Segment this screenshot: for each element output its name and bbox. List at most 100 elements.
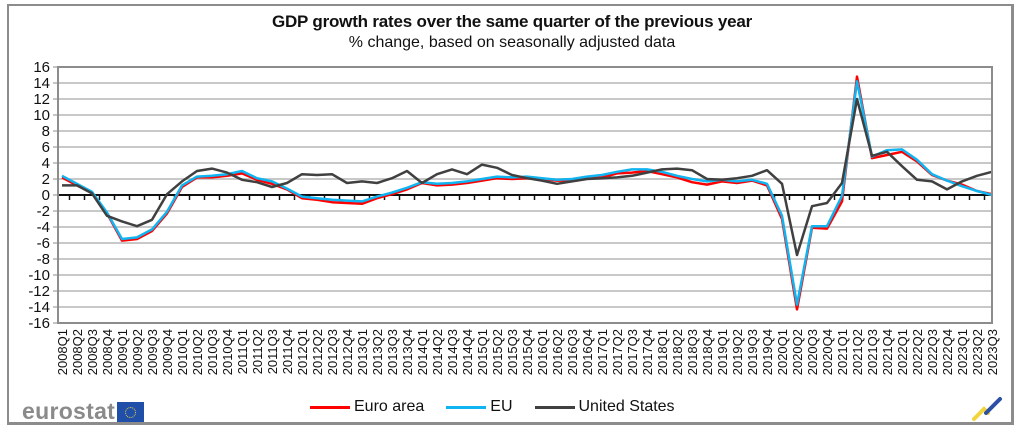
x-tick-label: 2020Q2 bbox=[790, 329, 805, 375]
x-tick-label: 2021Q2 bbox=[850, 329, 865, 375]
x-tick-label: 2022Q1 bbox=[895, 329, 910, 375]
x-tick-label: 2015Q3 bbox=[505, 329, 520, 375]
y-tick-label: -8 bbox=[37, 251, 50, 268]
legend-label-euro-area: Euro area bbox=[354, 398, 425, 415]
x-tick-label: 2016Q2 bbox=[550, 329, 565, 375]
x-tick-label: 2010Q4 bbox=[220, 329, 235, 375]
x-tick-label: 2011Q1 bbox=[235, 329, 250, 374]
x-tick-label: 2015Q1 bbox=[475, 329, 490, 375]
x-tick-label: 2010Q3 bbox=[205, 329, 220, 375]
legend-item-united-states: United States bbox=[534, 398, 675, 416]
x-tick-label: 2018Q1 bbox=[655, 329, 670, 375]
y-tick-label: 0 bbox=[42, 187, 50, 204]
x-tick-label: 2014Q2 bbox=[430, 329, 445, 375]
x-tick-label: 2009Q1 bbox=[115, 329, 130, 375]
x-tick-label: 2022Q2 bbox=[910, 329, 925, 375]
y-tick-label: 10 bbox=[33, 107, 50, 124]
x-tick-label: 2010Q2 bbox=[190, 329, 205, 375]
x-tick-label: 2017Q4 bbox=[640, 329, 655, 375]
x-tick-label: 2016Q1 bbox=[535, 329, 550, 375]
y-tick-label: -16 bbox=[28, 315, 50, 332]
x-tick-label: 2013Q3 bbox=[385, 329, 400, 375]
x-tick-label: 2020Q4 bbox=[820, 329, 835, 375]
x-tick-label: 2008Q4 bbox=[100, 329, 115, 375]
y-tick-label: -4 bbox=[37, 219, 50, 236]
x-axis bbox=[58, 194, 992, 200]
plot-area-border bbox=[57, 66, 993, 324]
legend-label-united-states: United States bbox=[578, 398, 675, 415]
legend-swatch-eu bbox=[446, 405, 487, 409]
x-tick-label: 2015Q4 bbox=[520, 329, 535, 375]
x-tick-label: 2016Q3 bbox=[565, 329, 580, 375]
brand-mark-icon bbox=[972, 397, 1002, 421]
x-tick-label: 2022Q4 bbox=[940, 329, 955, 375]
x-tick-label: 2011Q4 bbox=[280, 329, 295, 374]
y-tick-label: -2 bbox=[37, 203, 50, 220]
x-tick-label: 2020Q3 bbox=[805, 329, 820, 375]
x-tick-label: 2023Q3 bbox=[985, 329, 1000, 375]
x-tick-label: 2018Q4 bbox=[700, 329, 715, 375]
eurostat-logo: eurostat bbox=[22, 398, 145, 425]
x-tick-label: 2008Q2 bbox=[70, 329, 85, 375]
x-tick-label: 2019Q3 bbox=[745, 329, 760, 375]
legend-item-eu: EU bbox=[446, 398, 513, 416]
x-tick-label: 2009Q2 bbox=[130, 329, 145, 375]
chart-legend: Euro area EU United States bbox=[310, 398, 697, 416]
y-tick-label: 12 bbox=[33, 91, 50, 108]
x-tick-label: 2014Q4 bbox=[460, 329, 475, 375]
x-tick-label: 2010Q1 bbox=[175, 329, 190, 375]
x-tick-label: 2019Q4 bbox=[760, 329, 775, 375]
y-tick-label: -10 bbox=[28, 267, 50, 284]
x-tick-label: 2008Q3 bbox=[85, 329, 100, 375]
series-lines bbox=[61, 75, 993, 311]
x-tick-label: 2017Q3 bbox=[625, 329, 640, 375]
x-tick-label: 2009Q3 bbox=[145, 329, 160, 375]
x-tick-label: 2017Q2 bbox=[610, 329, 625, 375]
x-axis-labels: 2008Q1 2008Q2 2008Q3 2008Q4 2009Q1 2009Q2 2009… bbox=[55, 329, 1000, 375]
y-tick-label: 14 bbox=[33, 75, 50, 92]
x-tick-label: 2016Q4 bbox=[580, 329, 595, 375]
x-tick-label: 2013Q2 bbox=[370, 329, 385, 375]
legend-item-euro-area: Euro area bbox=[310, 398, 424, 416]
logo-text: eurostat bbox=[22, 398, 116, 424]
legend-swatch-united-states bbox=[534, 405, 575, 409]
x-tick-label: 2012Q2 bbox=[310, 329, 325, 375]
x-tick-label: 2019Q1 bbox=[715, 329, 730, 375]
y-tick-label: 2 bbox=[42, 171, 50, 188]
x-tick-label: 2023Q1 bbox=[955, 329, 970, 375]
series-line-eu bbox=[61, 80, 993, 306]
x-tick-label: 2023Q2 bbox=[970, 329, 985, 375]
x-tick-label: 2012Q1 bbox=[295, 329, 310, 375]
x-tick-label: 2019Q2 bbox=[730, 329, 745, 375]
x-tick-label: 2012Q3 bbox=[325, 329, 340, 375]
x-tick-label: 2018Q3 bbox=[685, 329, 700, 375]
x-tick-label: 2014Q3 bbox=[445, 329, 460, 375]
x-tick-label: 2020Q1 bbox=[775, 329, 790, 375]
x-tick-label: 2021Q4 bbox=[880, 329, 895, 375]
y-tick-label: -6 bbox=[37, 235, 50, 252]
x-tick-label: 2014Q1 bbox=[415, 329, 430, 375]
x-tick-label: 2015Q2 bbox=[490, 329, 505, 375]
x-tick-label: 2017Q1 bbox=[595, 329, 610, 375]
legend-label-eu: EU bbox=[490, 398, 513, 415]
eu-flag-icon bbox=[117, 401, 145, 422]
y-tick-label: 6 bbox=[42, 139, 50, 156]
series-line-united-states bbox=[62, 97, 993, 257]
y-tick-label: 4 bbox=[42, 155, 50, 172]
x-tick-label: 2011Q2 bbox=[250, 329, 265, 374]
x-tick-label: 2012Q4 bbox=[340, 329, 355, 375]
x-tick-label: 2011Q3 bbox=[265, 329, 280, 374]
chart-subtitle: % change, based on seasonally adjusted d… bbox=[348, 34, 676, 51]
x-tick-label: 2021Q3 bbox=[865, 329, 880, 375]
x-tick-label: 2021Q1 bbox=[835, 329, 850, 375]
x-tick-label: 2013Q1 bbox=[355, 329, 370, 375]
y-tick-label: -14 bbox=[28, 299, 50, 316]
x-tick-label: 2013Q4 bbox=[400, 329, 415, 375]
x-tick-label: 2009Q4 bbox=[160, 329, 175, 375]
y-tick-label: 16 bbox=[33, 59, 50, 76]
x-tick-label: 2022Q3 bbox=[925, 329, 940, 375]
x-tick-label: 2018Q2 bbox=[670, 329, 685, 375]
legend-swatch-euro-area bbox=[310, 405, 350, 409]
